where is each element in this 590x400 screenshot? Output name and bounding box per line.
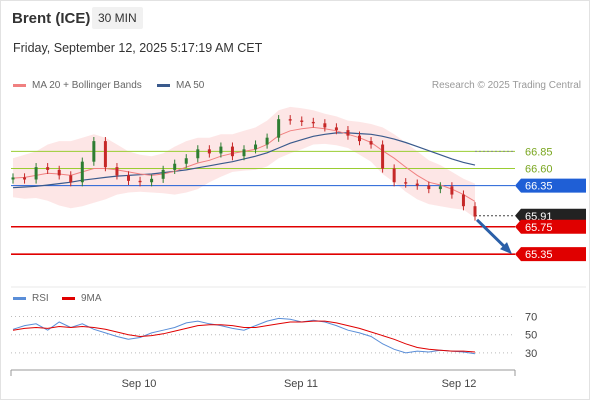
- candle-body: [311, 121, 315, 124]
- price-label-66.85: 66.85: [525, 146, 553, 158]
- candle-body: [115, 167, 119, 176]
- candle-body: [138, 180, 142, 183]
- candle-body: [288, 119, 292, 121]
- rsi-ma-swatch: [62, 296, 75, 300]
- candle-body: [438, 186, 442, 190]
- candle-body: [103, 141, 107, 168]
- price-tag-65.91: [515, 208, 586, 223]
- candle-body: [57, 169, 61, 176]
- ma20-legend-label: MA 20 + Bollinger Bands: [32, 80, 142, 91]
- price-tag-66.35: [515, 178, 586, 193]
- candle-body: [173, 163, 177, 170]
- rsi-level-label-50: 50: [525, 330, 537, 342]
- candle-body: [23, 177, 27, 180]
- rsi-swatch: [13, 296, 26, 300]
- x-tick-label-sep-10: Sep 10: [122, 378, 157, 390]
- candle-body: [196, 149, 200, 159]
- price-label-65.75: 65.75: [525, 222, 553, 234]
- research-credit: Research © 2025 Trading Central: [431, 80, 581, 91]
- candle-body: [242, 149, 246, 157]
- candle-body: [461, 194, 465, 207]
- instrument-title: Brent (ICE): [12, 10, 91, 27]
- candle-body: [265, 137, 269, 145]
- candle-body: [369, 141, 373, 145]
- chart-datetime: Friday, September 12, 2025 5:17:19 AM CE…: [13, 41, 263, 55]
- candle-body: [127, 175, 130, 181]
- price-tag-65.75: [515, 219, 586, 234]
- rsi-level-label-30: 30: [525, 348, 537, 360]
- candle-body: [184, 158, 188, 164]
- ma50-swatch: [157, 83, 170, 87]
- candle-body: [323, 123, 327, 128]
- rsi-legend-label: RSI: [32, 293, 49, 304]
- candle-body: [207, 149, 211, 154]
- ma20-swatch: [13, 83, 26, 87]
- forecast-arrow-shaft: [475, 218, 507, 249]
- x-tick-label-sep-11: Sep 11: [284, 378, 318, 390]
- candle-body: [92, 141, 96, 162]
- price-label-65.35: 65.35: [525, 249, 553, 261]
- candle-body: [11, 177, 15, 180]
- candle-body: [358, 135, 361, 142]
- candle-body: [300, 120, 304, 122]
- candle-body: [450, 186, 454, 195]
- candle-body: [150, 178, 154, 183]
- candle-body: [404, 182, 408, 184]
- candle-body: [392, 168, 396, 183]
- candle-body: [161, 169, 165, 179]
- price-label-66.60: 66.60: [525, 164, 553, 176]
- candle-body: [415, 183, 419, 186]
- candle-body: [69, 175, 73, 183]
- timeframe-badge[interactable]: 30 MIN: [92, 7, 143, 29]
- rsi-level-label-70: 70: [525, 312, 537, 324]
- candle-body: [219, 146, 223, 154]
- x-tick-label-sep-12: Sep 12: [442, 378, 477, 390]
- candle-body: [80, 161, 84, 183]
- candle-body: [46, 167, 50, 170]
- legend-rsi: RSI: [13, 293, 49, 304]
- candle-body: [254, 144, 258, 150]
- ma50-legend-label: MA 50: [176, 80, 205, 91]
- rsi-ma-line: [12, 320, 476, 353]
- candle-body: [334, 127, 338, 131]
- price-label-66.35: 66.35: [525, 181, 553, 193]
- candle-body: [381, 144, 385, 169]
- price-tag-65.35: [515, 247, 586, 262]
- legend-ma50: MA 50: [157, 80, 204, 91]
- forecast-arrow-head: [500, 242, 512, 255]
- candle-body: [346, 130, 350, 136]
- candle-body: [230, 146, 234, 157]
- legend-rsi-ma: 9MA: [62, 293, 102, 304]
- candle-body: [34, 167, 38, 180]
- rsi-ma-legend-label: 9MA: [81, 293, 102, 304]
- candle-body: [277, 119, 281, 138]
- rsi-line: [12, 317, 476, 355]
- legend-ma20-bb: MA 20 + Bollinger Bands: [13, 80, 142, 91]
- candle-body: [427, 185, 431, 190]
- candle-body: [473, 206, 477, 217]
